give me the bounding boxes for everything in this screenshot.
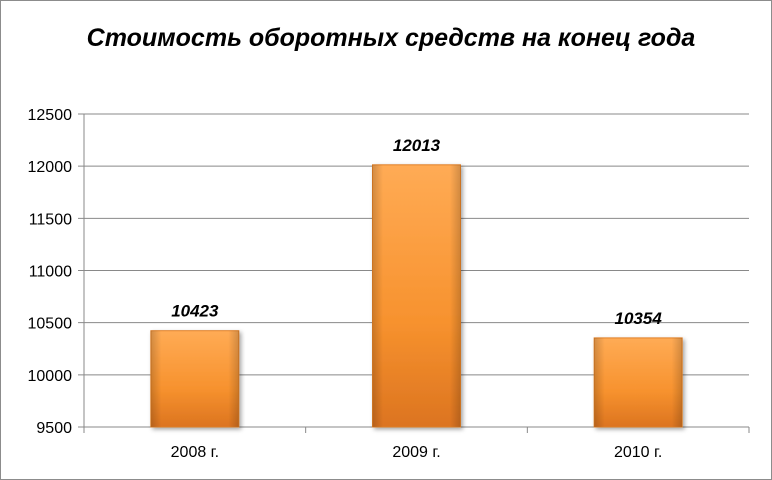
chart-title: Стоимость оборотных средств на конец год…	[86, 24, 696, 52]
y-tick-label: 10000	[28, 368, 73, 385]
axes	[83, 114, 750, 433]
y-tick-label: 11500	[29, 211, 72, 228]
labels: 9500 10000 10500 11000 11500 12000 12500 10423 2…	[28, 107, 663, 461]
y-tick-label: 12500	[28, 107, 73, 124]
bar-shade	[372, 164, 461, 427]
x-category-label: 2009 г.	[392, 444, 440, 461]
y-tick-label: 9500	[36, 420, 72, 437]
x-category-label: 2008 г.	[171, 444, 219, 461]
y-tick-label: 10500	[28, 316, 73, 333]
data-label: 12013	[393, 136, 441, 155]
bar-shade	[594, 337, 683, 427]
data-label: 10423	[171, 302, 219, 321]
y-tick-label: 12000	[28, 159, 73, 176]
x-category-label: 2010 г.	[614, 444, 662, 461]
y-tick-label: 11000	[29, 264, 72, 281]
bar-shade	[150, 330, 239, 427]
data-label: 10354	[615, 309, 663, 328]
bars	[150, 164, 683, 428]
